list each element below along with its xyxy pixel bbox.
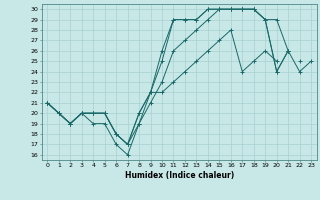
X-axis label: Humidex (Indice chaleur): Humidex (Indice chaleur) bbox=[124, 171, 234, 180]
